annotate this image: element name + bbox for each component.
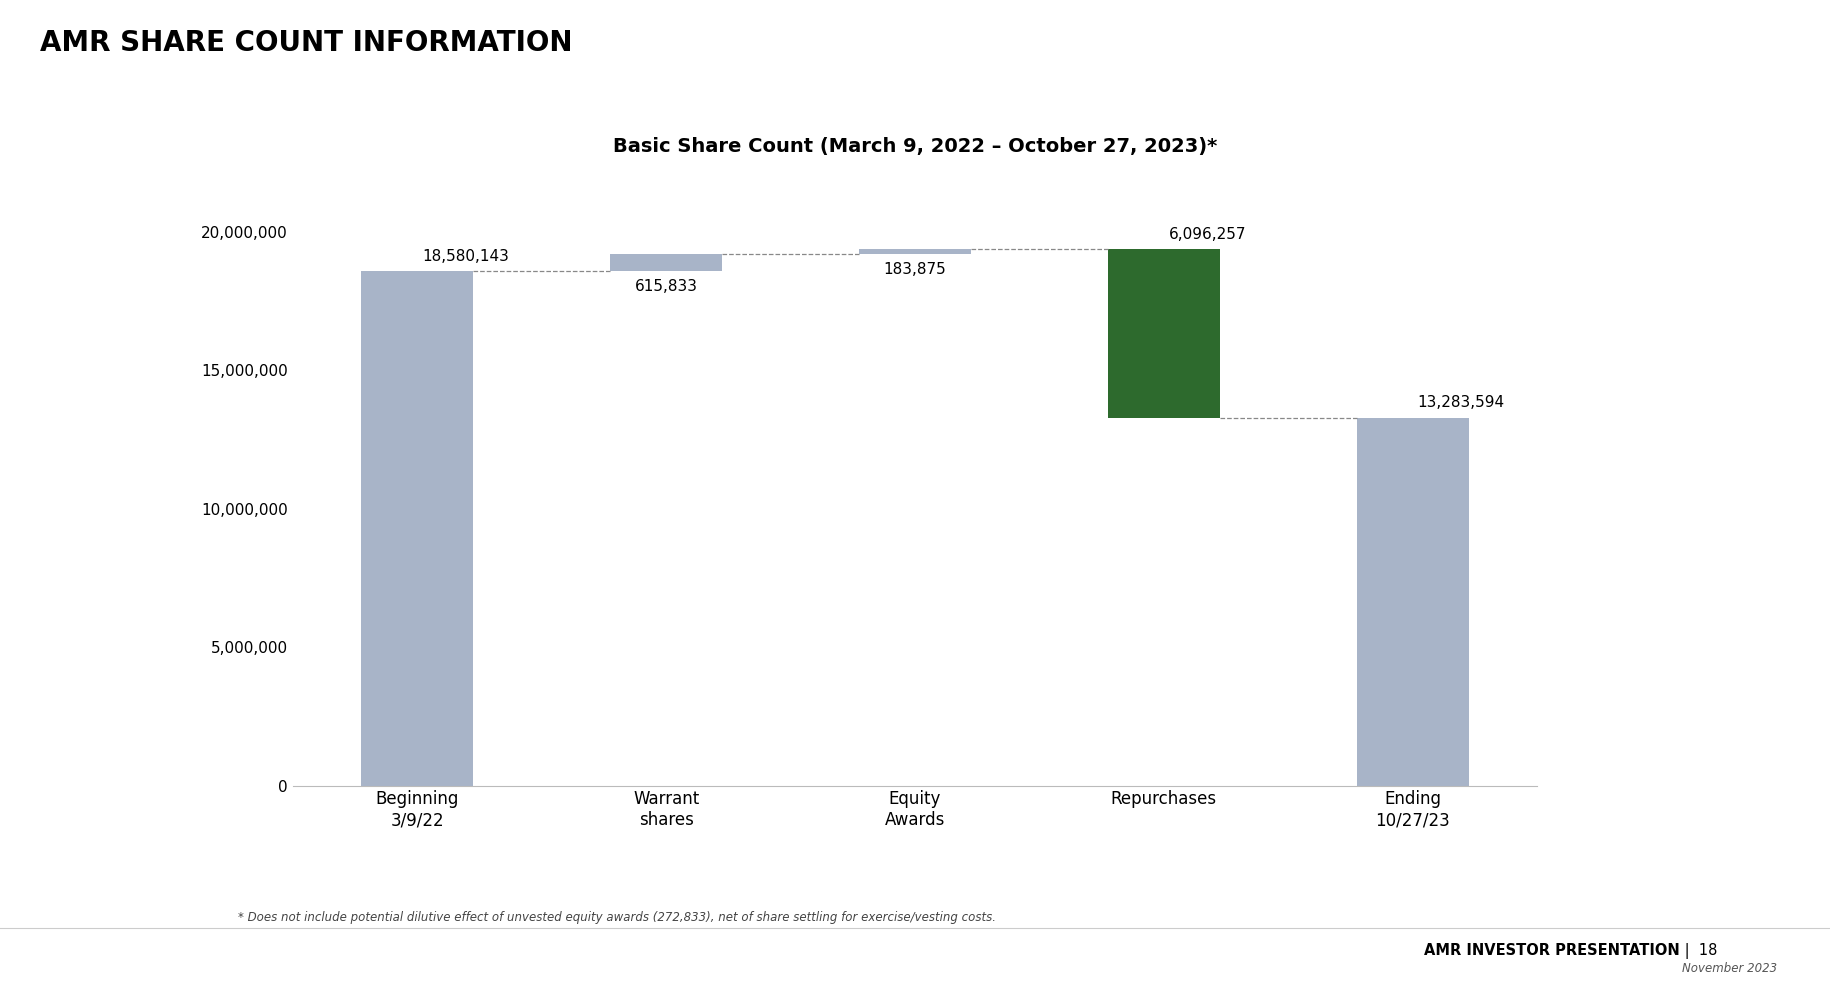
- Title: Basic Share Count (March 9, 2022 – October 27, 2023)*: Basic Share Count (March 9, 2022 – Octob…: [613, 136, 1217, 156]
- Text: AMR INVESTOR PRESENTATION: AMR INVESTOR PRESENTATION: [1424, 943, 1680, 957]
- Text: 6,096,257: 6,096,257: [1169, 227, 1246, 242]
- Text: 183,875: 183,875: [884, 262, 946, 277]
- Text: 13,283,594: 13,283,594: [1418, 395, 1504, 410]
- Bar: [609, 254, 723, 271]
- Bar: [1107, 249, 1221, 418]
- Bar: [1356, 418, 1469, 786]
- Text: |  18: | 18: [1680, 943, 1717, 958]
- Text: AMR SHARE COUNT INFORMATION: AMR SHARE COUNT INFORMATION: [40, 29, 573, 58]
- Text: November 2023: November 2023: [1682, 962, 1777, 975]
- Bar: [361, 271, 474, 786]
- Text: * Does not include potential dilutive effect of unvested equity awards (272,833): * Does not include potential dilutive ef…: [238, 911, 996, 924]
- Text: 18,580,143: 18,580,143: [423, 248, 509, 263]
- Bar: [858, 249, 972, 254]
- Text: 615,833: 615,833: [635, 279, 697, 295]
